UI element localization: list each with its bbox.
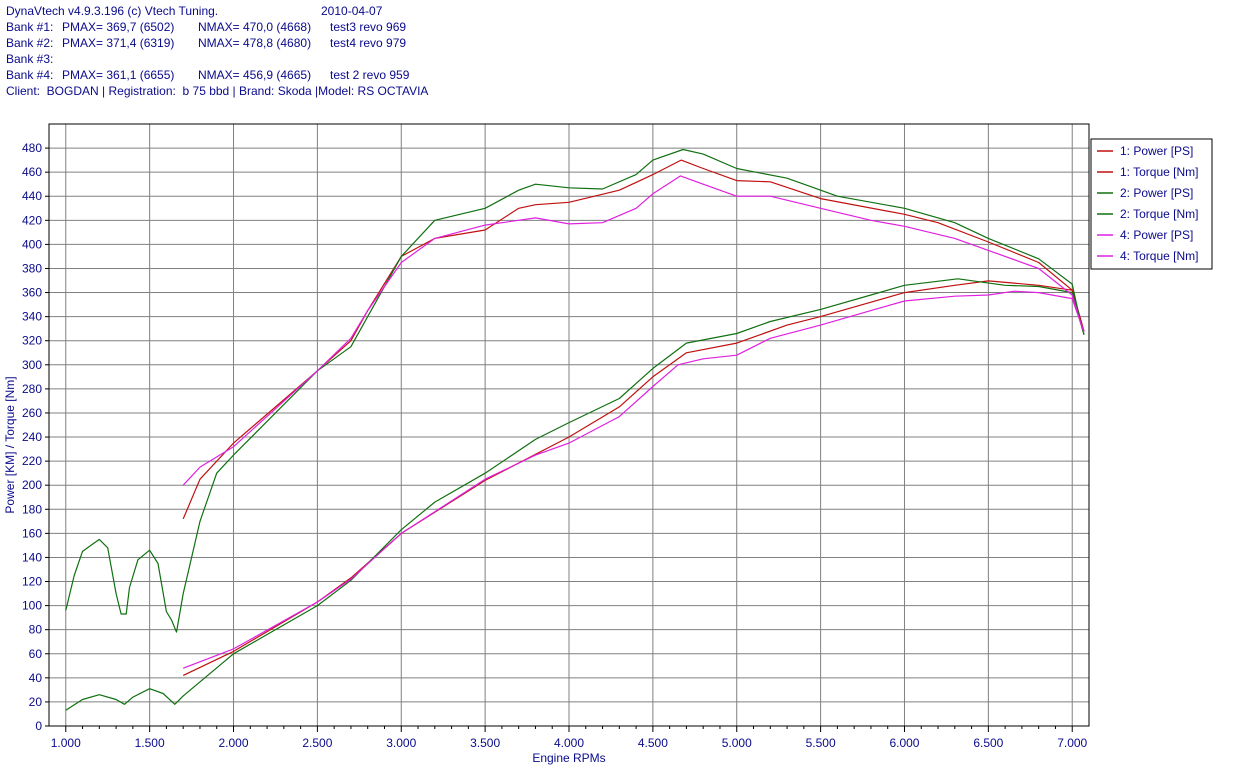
x-tick-label: 4.000 xyxy=(554,736,584,750)
legend-box xyxy=(1090,138,1213,270)
bank-nmax: NMAX= 478,8 (4680) xyxy=(198,36,312,50)
x-tick-label: 6.000 xyxy=(889,736,919,750)
bank-nmax: NMAX= 456,9 (4665) xyxy=(198,68,312,82)
y-tick-label: 180 xyxy=(22,502,42,516)
x-tick-label: 3.000 xyxy=(386,736,416,750)
y-tick-label: 460 xyxy=(22,165,42,179)
y-tick-label: 120 xyxy=(22,575,42,589)
series-line-1 xyxy=(182,280,1085,676)
header-title-line: DynaVtech v4.9.3.196 (c) Vtech Tuning. 20… xyxy=(6,3,428,19)
bank-label: Bank #3: xyxy=(6,52,54,66)
y-tick-label: 440 xyxy=(22,189,42,203)
bank-1-line: Bank #1: PMAX= 369,7 (6502) NMAX= 470,0 (4… xyxy=(6,19,428,35)
bank-4-line: Bank #4: PMAX= 361,1 (6655) NMAX= 456,9 (4… xyxy=(6,67,428,83)
bank-2-line: Bank #2: PMAX= 371,4 (6319) NMAX= 478,8 (4… xyxy=(6,35,428,51)
x-tick-label: 7.000 xyxy=(1057,736,1087,750)
x-tick-label: 5.500 xyxy=(806,736,836,750)
chart-header: DynaVtech v4.9.3.196 (c) Vtech Tuning. 20… xyxy=(6,3,428,99)
y-tick-label: 20 xyxy=(29,695,43,709)
report-date: 2010-04-07 xyxy=(321,4,383,18)
x-tick-label: 1.000 xyxy=(51,736,81,750)
series-lines xyxy=(65,148,1085,711)
bank-label: Bank #4: xyxy=(6,68,54,82)
bank-pmax: PMAX= 371,4 (6319) xyxy=(62,36,175,50)
y-tick-label: 260 xyxy=(22,406,42,420)
y-tick-label: 480 xyxy=(22,141,42,155)
series-line-5 xyxy=(182,290,1085,669)
y-tick-label: 420 xyxy=(22,213,42,227)
y-tick-label: 140 xyxy=(22,550,42,564)
y-tick-label: 380 xyxy=(22,261,42,275)
y-tick-label: 80 xyxy=(29,623,43,637)
x-tick-label: 3.500 xyxy=(470,736,500,750)
series-line-2 xyxy=(182,159,1085,520)
y-tick-label: 100 xyxy=(22,599,42,613)
series-line-6 xyxy=(182,175,1085,486)
grid xyxy=(49,124,1089,726)
y-tick-label: 60 xyxy=(29,647,43,661)
y-axis-label: Power [KM] / Torque [Nm] xyxy=(3,376,17,513)
y-tick-label: 400 xyxy=(22,237,42,251)
series-line-3 xyxy=(65,278,1085,711)
y-tick-label: 220 xyxy=(22,454,42,468)
bank-test-name: test 2 revo 959 xyxy=(330,68,410,82)
x-tick-label: 5.000 xyxy=(722,736,752,750)
bank-label: Bank #1: xyxy=(6,20,54,34)
bank-test-name: test4 revo 979 xyxy=(330,36,407,50)
series-line-4 xyxy=(65,148,1085,633)
legend-entry: 1: Torque [Nm] xyxy=(1120,165,1198,179)
x-tick-label: 1.500 xyxy=(135,736,165,750)
y-tick-label: 300 xyxy=(22,358,42,372)
y-tick-label: 240 xyxy=(22,430,42,444)
legend-entry: 1: Power [PS] xyxy=(1120,144,1193,158)
y-tick-label: 280 xyxy=(22,382,42,396)
x-tick-label: 4.500 xyxy=(638,736,668,750)
bank-nmax: NMAX= 470,0 (4668) xyxy=(198,20,312,34)
legend: 1: Power [PS] 1: Torque [Nm] 2: Power [PS]… xyxy=(1090,138,1213,270)
y-tick-label: 360 xyxy=(22,286,42,300)
legend-entry: 4: Torque [Nm] xyxy=(1120,249,1198,263)
bank-pmax: PMAX= 361,1 (6655) xyxy=(62,68,175,82)
bank-3-line: Bank #3: xyxy=(6,51,428,67)
y-tick-label: 320 xyxy=(22,334,42,348)
y-tick-label: 0 xyxy=(35,719,42,733)
x-tick-label: 2.000 xyxy=(219,736,249,750)
x-tick-label: 2.500 xyxy=(302,736,332,750)
bank-pmax: PMAX= 369,7 (6502) xyxy=(62,20,175,34)
legend-entry: 2: Power [PS] xyxy=(1120,186,1193,200)
y-tick-label: 340 xyxy=(22,310,42,324)
app-title: DynaVtech v4.9.3.196 (c) Vtech Tuning. xyxy=(6,4,219,18)
y-tick-label: 200 xyxy=(22,478,42,492)
x-axis-label: Engine RPMs xyxy=(532,751,605,765)
y-tick-label: 40 xyxy=(29,671,43,685)
legend-entry: 2: Torque [Nm] xyxy=(1120,207,1198,221)
y-tick-label: 160 xyxy=(22,526,42,540)
axes: 1.000 1.500 2.000 2.500 3.000 3.500 4.000 4.500… xyxy=(3,123,1090,765)
client-line: Client: BOGDAN | Registration: b 75 bbd … xyxy=(6,84,429,98)
bank-test-name: test3 revo 969 xyxy=(330,20,407,34)
x-tick-label: 6.500 xyxy=(973,736,1003,750)
legend-entry: 4: Power [PS] xyxy=(1120,228,1193,242)
bank-label: Bank #2: xyxy=(6,36,54,50)
